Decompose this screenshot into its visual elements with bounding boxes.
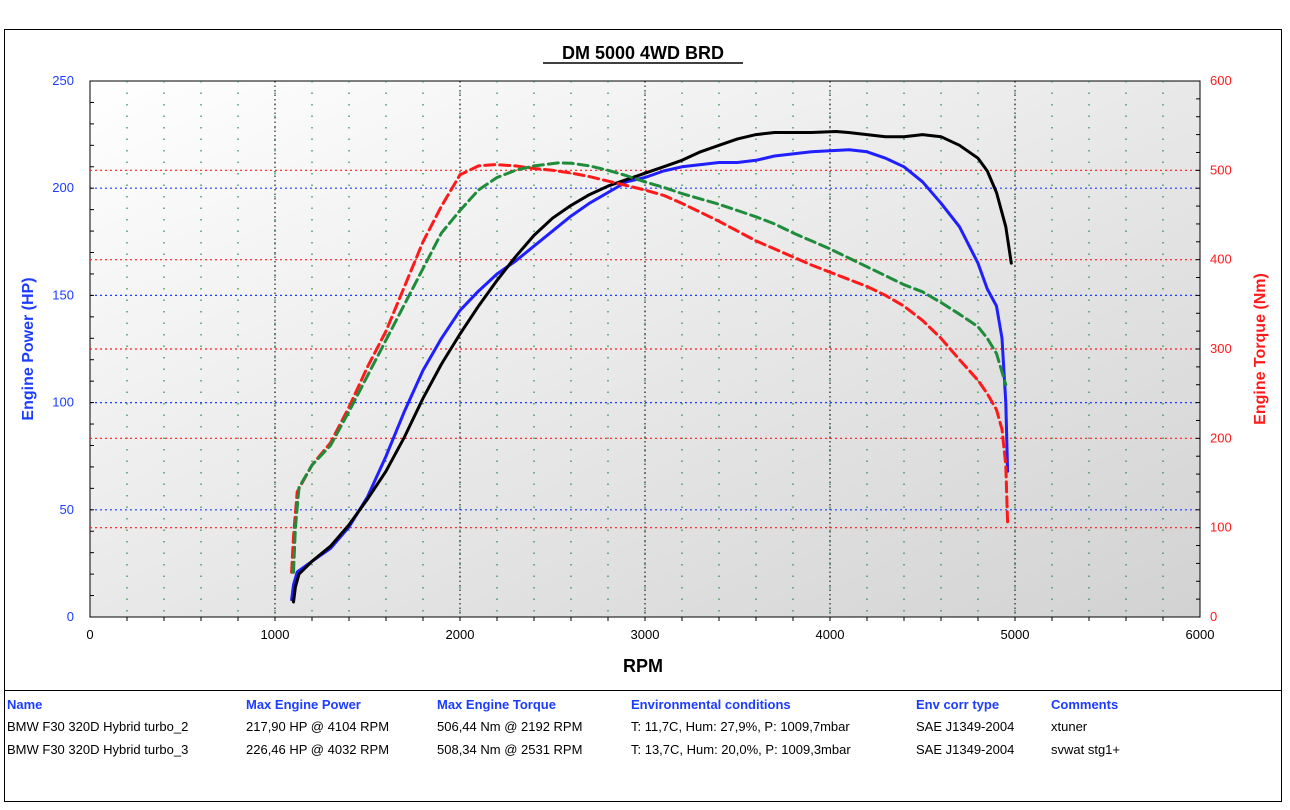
header-max-torque: Max Engine Torque	[437, 696, 556, 712]
cell-max-power: 217,90 HP @ 4104 RPM	[246, 719, 390, 734]
x-tick-label: 1000	[261, 627, 290, 642]
y-right-tick-label: 300	[1210, 341, 1232, 356]
y-left-tick-label: 0	[67, 609, 74, 624]
y-left-tick-label: 50	[60, 502, 74, 517]
results-header-row: Name Max Engine Power Max Engine Torque …	[7, 693, 1120, 715]
y-right-tick-label: 0	[1210, 609, 1217, 624]
y-right-tick-label: 600	[1210, 73, 1232, 88]
cell-environment: T: 13,7C, Hum: 20,0%, P: 1009,3mbar	[631, 742, 851, 757]
axes: 0 1000 2000 3000 4000 5000 6000050100150200250…	[52, 73, 1231, 642]
cell-name: BMW F30 320D Hybrid turbo_3	[7, 742, 189, 757]
y-left-tick-label: 100	[52, 395, 74, 410]
cell-name: BMW F30 320D Hybrid turbo_2	[7, 719, 189, 734]
y-right-axis-title: Engine Torque (Nm)	[1252, 273, 1269, 425]
cell-comments: xtuner	[1051, 719, 1088, 734]
header-name: Name	[7, 696, 43, 712]
header-max-power: Max Engine Power	[246, 696, 361, 712]
series-power-line-2	[292, 130, 1013, 604]
cell-environment: T: 11,7C, Hum: 27,9%, P: 1009,7mbar	[631, 719, 850, 734]
y-left-tick-label: 200	[52, 180, 74, 195]
cell-env-corr-type: SAE J1349-2004	[916, 742, 1015, 757]
x-tick-label: 5000	[1001, 627, 1030, 642]
y-right-tick-label: 400	[1210, 252, 1232, 267]
header-comments: Comments	[1051, 696, 1119, 712]
dyno-chart: DM 5000 4WD BRD 0 1000 2000 3000 4000 5000 600…	[20, 43, 1269, 676]
header-env-corr-type: Env corr type	[916, 696, 1000, 712]
x-tick-label: 4000	[816, 627, 845, 642]
y-left-axis-title: Engine Power (HP)	[20, 277, 37, 420]
x-tick-label: 0	[86, 627, 93, 642]
series-power-line-1	[290, 148, 1010, 602]
series-torque-line-4	[292, 161, 1008, 574]
cell-env-corr-type: SAE J1349-2004	[916, 719, 1015, 734]
series-torque-line-3	[290, 163, 1010, 574]
cell-max-torque: 508,34 Nm @ 2531 RPM	[437, 742, 583, 757]
grid	[90, 81, 1200, 617]
series	[290, 130, 1013, 604]
x-tick-label: 6000	[1186, 627, 1215, 642]
table-row: BMW F30 320D Hybrid turbo_3 226,46 HP @ …	[7, 738, 1120, 761]
y-right-tick-label: 200	[1210, 430, 1232, 445]
table-row: BMW F30 320D Hybrid turbo_2 217,90 HP @ …	[7, 715, 1120, 738]
cell-max-torque: 506,44 Nm @ 2192 RPM	[437, 719, 583, 734]
x-axis-title: RPM	[623, 656, 663, 676]
cell-comments: svwat stg1+	[1051, 742, 1121, 757]
x-tick-label: 2000	[446, 627, 475, 642]
y-right-tick-label: 500	[1210, 162, 1232, 177]
header-environment: Environmental conditions	[631, 696, 791, 712]
chart-title: DM 5000 4WD BRD	[562, 43, 724, 63]
y-left-tick-label: 150	[52, 287, 74, 302]
y-right-tick-label: 100	[1210, 520, 1232, 535]
results-table: Name Max Engine Power Max Engine Torque …	[4, 690, 1282, 802]
y-left-tick-label: 250	[52, 73, 74, 88]
cell-max-power: 226,46 HP @ 4032 RPM	[246, 742, 390, 757]
x-tick-label: 3000	[631, 627, 660, 642]
